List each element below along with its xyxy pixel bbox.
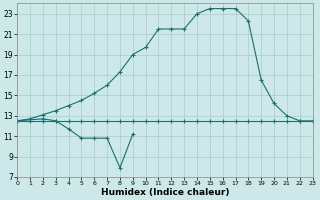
X-axis label: Humidex (Indice chaleur): Humidex (Indice chaleur) bbox=[101, 188, 229, 197]
